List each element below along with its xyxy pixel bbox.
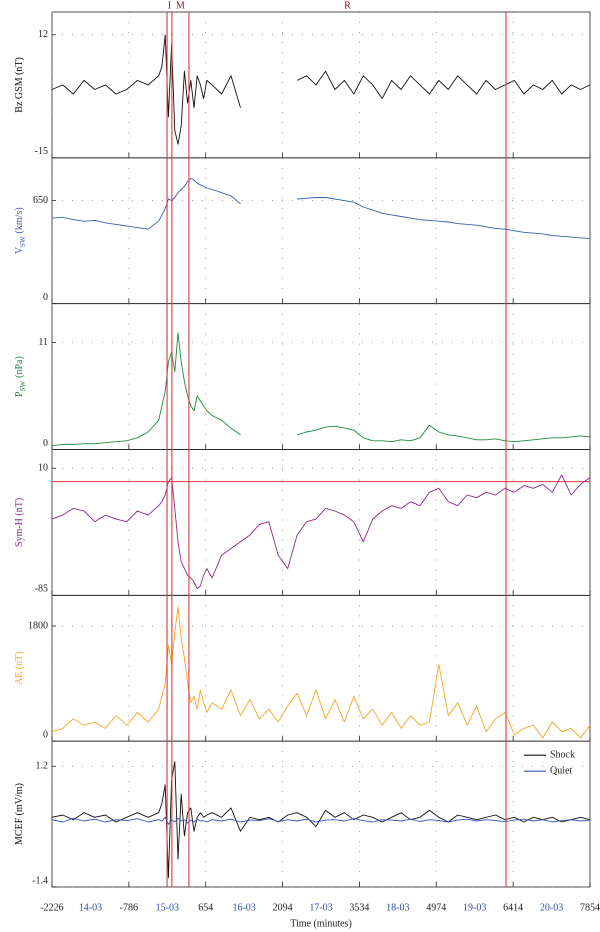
x-axis-label: Time (minutes) <box>290 918 352 929</box>
phase-label: I <box>168 0 171 11</box>
y-tick-label: -85 <box>35 584 48 595</box>
series-line <box>51 177 591 239</box>
y-tick-label: -1.4 <box>32 875 48 886</box>
y-axis-label: AE (nT) <box>14 651 25 685</box>
y-tick-label: 650 <box>33 195 48 206</box>
day-label: 17-03 <box>309 902 332 913</box>
day-label: 19-03 <box>463 902 486 913</box>
y-tick-label: 10 <box>38 463 48 474</box>
x-tick-label: 4974 <box>426 902 446 913</box>
y-label-text: P <box>14 391 25 397</box>
legend-label: Quiet <box>550 765 572 776</box>
panel-frame <box>51 594 591 742</box>
day-label: 16-03 <box>232 902 255 913</box>
panel-frame <box>51 740 591 888</box>
phase-label: R <box>344 0 351 11</box>
x-tick-label: 654 <box>198 902 213 913</box>
x-tick-label: 6414 <box>503 902 523 913</box>
y-label-text: Bz GSM (nT) <box>14 57 25 113</box>
panel-frame <box>51 157 591 305</box>
y-label-sub: SW <box>19 236 27 247</box>
y-axis-label: VSW (km/s) <box>14 207 26 254</box>
day-label: 14-03 <box>79 902 102 913</box>
y-tick-label: -15 <box>35 146 48 157</box>
series-line <box>51 606 591 739</box>
series-line <box>51 474 591 590</box>
y-axis-label: Sym-H (nT) <box>14 498 25 547</box>
x-tick-label: 2094 <box>273 902 293 913</box>
y-tick-label: 0 <box>43 292 48 303</box>
x-tick-label: 3534 <box>349 902 369 913</box>
y-axis-label: Bz GSM (nT) <box>14 57 25 113</box>
y-tick-label: 0 <box>43 438 48 449</box>
y-axis-label: PSW (nPa) <box>14 356 26 397</box>
y-label-sub: SW <box>19 380 27 391</box>
y-label-unit: (km/s) <box>14 207 25 233</box>
series-line <box>51 816 591 825</box>
y-tick-label: 11 <box>38 337 48 348</box>
series-line <box>51 761 591 879</box>
y-label-unit: (nPa) <box>14 356 25 378</box>
x-tick-label: 7854 <box>580 902 600 913</box>
y-tick-label: 1800 <box>28 620 48 631</box>
panel-frame <box>51 449 591 596</box>
legend-label: Shock <box>550 749 575 760</box>
y-axis-label: MCEF (mV/m) <box>14 783 25 845</box>
y-label-text: V <box>14 246 25 254</box>
panel-frame <box>51 303 591 450</box>
series-line <box>51 34 591 145</box>
day-label: 18-03 <box>386 902 409 913</box>
series-line <box>51 332 591 447</box>
y-label-text: AE (nT) <box>14 651 25 685</box>
y-tick-label: 1.2 <box>36 761 49 772</box>
y-label-text: Sym-H (nT) <box>14 498 25 547</box>
x-tick-label: -786 <box>120 902 138 913</box>
day-label: 20-03 <box>540 902 563 913</box>
day-label: 15-03 <box>156 902 179 913</box>
y-tick-label: 0 <box>43 729 48 740</box>
y-label-text: MCEF (mV/m) <box>14 783 25 845</box>
phase-label: M <box>176 0 185 11</box>
x-tick-label: -2226 <box>40 902 63 913</box>
y-tick-label: 12 <box>38 29 48 40</box>
